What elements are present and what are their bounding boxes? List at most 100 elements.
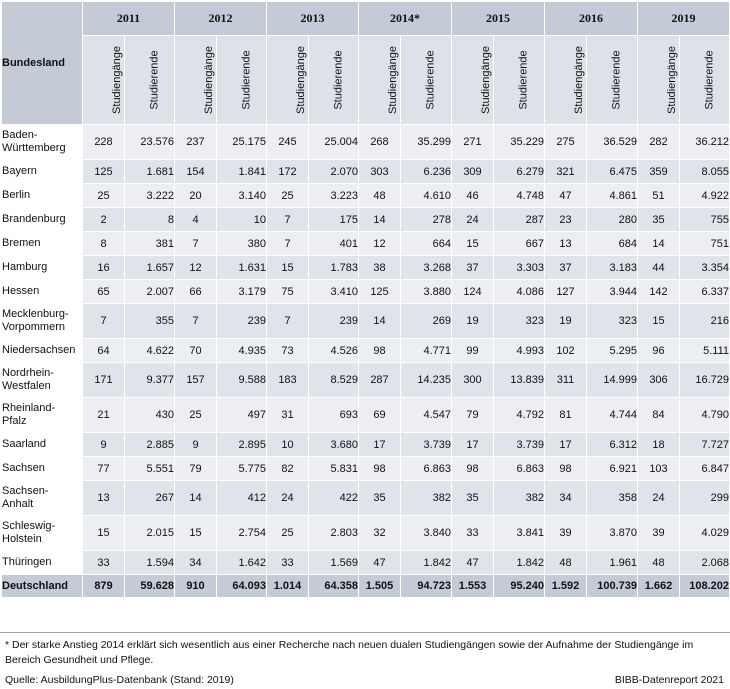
studierende-value: 7.727 xyxy=(679,432,730,457)
table-row: Saarland 9 2.885 9 2.895 10 3.680 17 3.739 17 3.73… xyxy=(1,432,730,457)
studiengaenge-value: 25 xyxy=(82,183,125,208)
studiengaenge-value: 300 xyxy=(451,362,494,398)
table-row: Brandenburg 2 8 4 10 7 175 14 278 24 287 23 280 35 755 xyxy=(1,207,730,232)
studiengaenge-value: 34 xyxy=(174,550,217,575)
total-row: Deutschland 879 59.628 910 64.093 1.014 64.358… xyxy=(1,574,730,598)
studierende-value: 1.569 xyxy=(308,550,359,575)
studiengaenge-value: 48 xyxy=(544,550,587,575)
studiengaenge-value: 321 xyxy=(544,159,587,184)
studierende-value: 216 xyxy=(679,303,730,339)
subheader-label: Studierende xyxy=(148,50,161,110)
studiengaenge-value: 38 xyxy=(358,255,401,280)
studierende-value: 4.029 xyxy=(679,515,730,551)
studierende-value: 1.631 xyxy=(216,255,267,280)
bundesland-cell: Rheinland- Pfalz xyxy=(1,397,83,433)
subheader-label: Studierende xyxy=(332,50,345,110)
studiengaenge-value: 47 xyxy=(358,550,401,575)
subheader-label: Studiengänge xyxy=(202,46,215,114)
studierende-value: 6.847 xyxy=(679,456,730,481)
studierende-value: 4.547 xyxy=(400,397,452,433)
studierende-value: 3.841 xyxy=(493,515,545,551)
studierende-value: 3.739 xyxy=(493,432,545,457)
studierende-value: 4.748 xyxy=(493,183,545,208)
studiengaenge-value: 77 xyxy=(82,456,125,481)
bundesland-name: Saarland xyxy=(2,438,47,450)
studiengaenge-value: 7 xyxy=(174,303,217,339)
studierende-value: 3.140 xyxy=(216,183,267,208)
studierende-value: 1.657 xyxy=(124,255,175,280)
subheader-label: Studiengänge xyxy=(665,46,678,114)
studiengaenge-value: 15 xyxy=(174,515,217,551)
studiengaenge-value: 16 xyxy=(82,255,125,280)
studiengaenge-value: 172 xyxy=(266,159,309,184)
bundesland-cell: Baden- Württemberg xyxy=(1,124,83,160)
table-row: Hamburg 16 1.657 12 1.631 15 1.783 38 3.268 37 3.3… xyxy=(1,255,730,280)
studiengaenge-value: 75 xyxy=(266,279,309,304)
studierende-value: 6.279 xyxy=(493,159,545,184)
table-row: Sachsen 77 5.551 79 5.775 82 5.831 98 6.863 98 6.8… xyxy=(1,456,730,481)
studiengaenge-value: 25 xyxy=(174,397,217,433)
studierende-value: 287 xyxy=(493,207,545,232)
data-table: Bundesland 2011 2012 2013 2014* 2015 201… xyxy=(1,1,730,598)
bundesland-cell: Hamburg xyxy=(1,255,83,280)
table-row: Nordrhein- Westfalen 171 9.377 157 9.588 183 8.… xyxy=(1,362,730,398)
studiengaenge-subheader: Studiengänge xyxy=(358,35,401,125)
studiengaenge-value: 23 xyxy=(544,207,587,232)
studierende-value: 6.337 xyxy=(679,279,730,304)
total-studiengaenge: 1.553 xyxy=(451,574,494,598)
studierende-value: 693 xyxy=(308,397,359,433)
studierende-subheader: Studierende xyxy=(400,35,452,125)
studierende-value: 2.895 xyxy=(216,432,267,457)
table-row: Sachsen- Anhalt 13 267 14 412 24 422 35 382 35 382 3… xyxy=(1,480,730,516)
footnote: * Der starke Anstieg 2014 erklärt sich w… xyxy=(5,639,694,666)
studierende-value: 1.842 xyxy=(493,550,545,575)
studiengaenge-value: 19 xyxy=(451,303,494,339)
studiengaenge-value: 14 xyxy=(174,480,217,516)
studiengaenge-value: 125 xyxy=(358,279,401,304)
studierende-value: 4.790 xyxy=(679,397,730,433)
studierende-value: 14.235 xyxy=(400,362,452,398)
studierende-value: 239 xyxy=(216,303,267,339)
bundesland-name: Schleswig- xyxy=(2,520,56,532)
bundesland-cell: Niedersachsen xyxy=(1,338,83,363)
studiengaenge-value: 34 xyxy=(544,480,587,516)
total-studierende: 59.628 xyxy=(124,574,175,598)
studierende-value: 6.236 xyxy=(400,159,452,184)
studiengaenge-value: 65 xyxy=(82,279,125,304)
total-studierende: 95.240 xyxy=(493,574,545,598)
studierende-subheader: Studierende xyxy=(493,35,545,125)
studierende-value: 1.681 xyxy=(124,159,175,184)
studierende-value: 175 xyxy=(308,207,359,232)
total-studierende: 64.358 xyxy=(308,574,359,598)
studierende-value: 1.961 xyxy=(586,550,638,575)
studierende-value: 2.015 xyxy=(124,515,175,551)
studiengaenge-value: 2 xyxy=(82,207,125,232)
studierende-value: 16.729 xyxy=(679,362,730,398)
bundesland-name: Anhalt xyxy=(2,498,34,510)
studierende-value: 6.475 xyxy=(586,159,638,184)
studierende-value: 6.921 xyxy=(586,456,638,481)
studiengaenge-value: 48 xyxy=(358,183,401,208)
studierende-value: 9.377 xyxy=(124,362,175,398)
publication-credit: BIBB-Datenreport 2021 xyxy=(614,674,724,686)
subheader-label: Studierende xyxy=(517,50,530,110)
studiengaenge-value: 37 xyxy=(451,255,494,280)
studierende-subheader: Studierende xyxy=(308,35,359,125)
table-body: Baden- Württemberg 228 23.576 237 25.175 245 25… xyxy=(1,124,730,598)
studierende-value: 3.183 xyxy=(586,255,638,280)
bundesland-name: Westfalen xyxy=(2,380,51,392)
studiengaenge-value: 25 xyxy=(266,515,309,551)
studierende-subheader: Studierende xyxy=(679,35,730,125)
studierende-value: 3.410 xyxy=(308,279,359,304)
studiengaenge-value: 7 xyxy=(266,303,309,339)
studiengaenge-value: 25 xyxy=(266,183,309,208)
studiengaenge-value: 10 xyxy=(266,432,309,457)
studiengaenge-value: 48 xyxy=(637,550,680,575)
studiengaenge-value: 142 xyxy=(637,279,680,304)
studiengaenge-value: 35 xyxy=(358,480,401,516)
studierende-value: 299 xyxy=(679,480,730,516)
studierende-value: 8.055 xyxy=(679,159,730,184)
studierende-value: 3.840 xyxy=(400,515,452,551)
bundesland-cell: Saarland xyxy=(1,432,83,457)
studiengaenge-value: 4 xyxy=(174,207,217,232)
